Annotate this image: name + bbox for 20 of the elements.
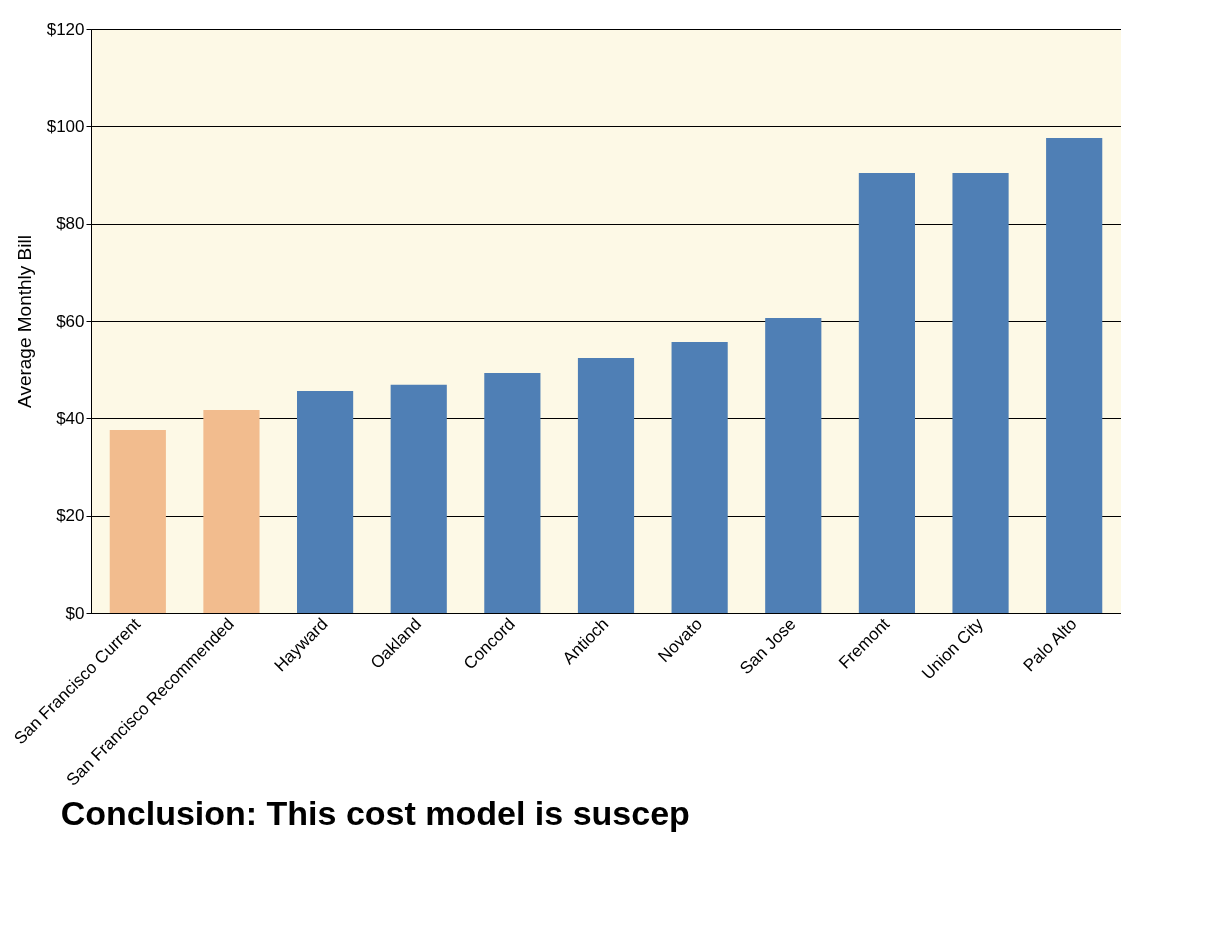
bar <box>952 173 1009 613</box>
y-tick-label: $60 <box>56 311 85 331</box>
y-tick-label: $40 <box>56 408 85 428</box>
bar <box>671 341 728 613</box>
y-tick-label: $0 <box>65 603 85 623</box>
bar <box>203 410 260 613</box>
bar <box>858 173 915 613</box>
bar <box>297 391 354 613</box>
bar <box>1046 138 1103 613</box>
y-axis-title: Average Monthly Bill <box>13 235 35 408</box>
y-tick-label: $120 <box>46 19 85 39</box>
bar <box>109 430 166 613</box>
bar <box>765 318 822 613</box>
bar <box>577 357 635 613</box>
y-tick-label: $80 <box>56 214 85 234</box>
bar <box>390 384 447 613</box>
text: Conclusion: This cost model is suscep <box>60 794 690 833</box>
y-tick-label: $100 <box>46 116 85 136</box>
y-tick-label: $20 <box>56 506 85 526</box>
bar <box>484 373 541 613</box>
